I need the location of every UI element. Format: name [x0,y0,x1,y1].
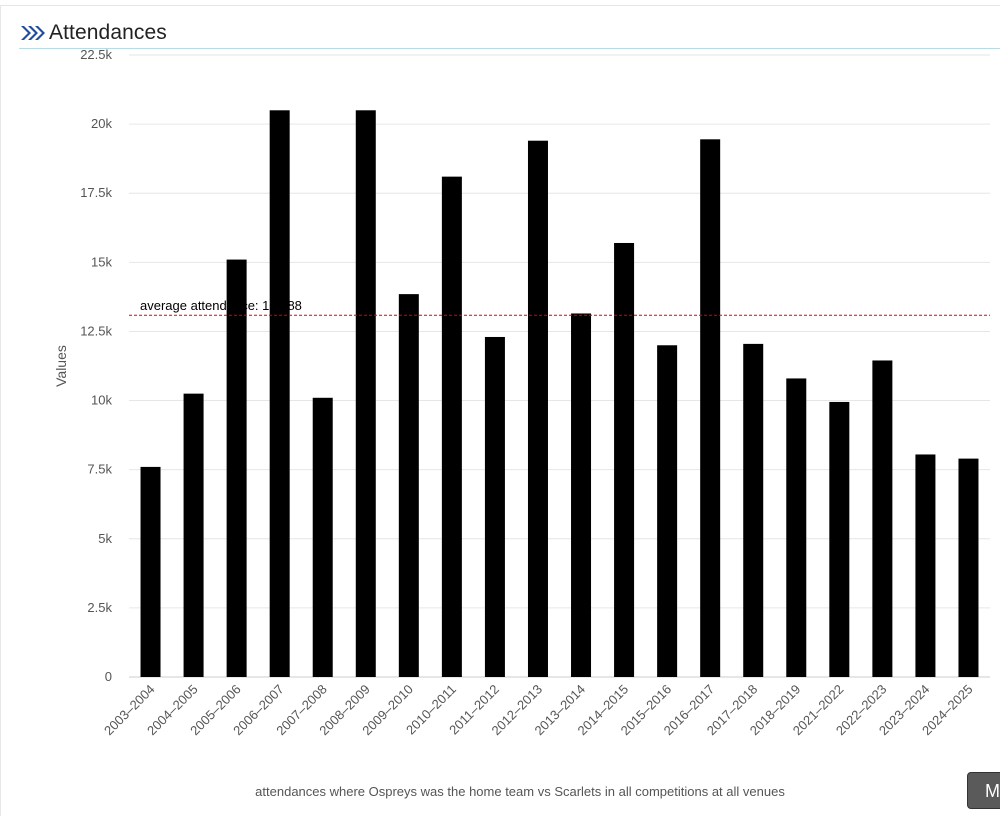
chart-caption: attendances where Ospreys was the home t… [255,784,785,799]
bar[interactable] [657,345,678,677]
bar[interactable] [226,259,247,677]
bar[interactable] [872,360,893,677]
chevrons-icon [21,26,45,40]
y-tick-label: 0 [105,669,112,684]
section-header: Attendances [19,18,1000,49]
bar[interactable] [398,294,419,677]
bar[interactable] [571,313,592,677]
bar[interactable] [829,401,850,677]
y-tick-label: 12.5k [80,323,112,338]
bar[interactable] [700,139,721,677]
bar[interactable] [312,397,333,677]
bar[interactable] [743,343,764,677]
bar[interactable] [614,242,635,677]
more-button[interactable]: M [967,772,1000,809]
x-axis-ticks: 2003–20042004–20052005–20062006–20072007… [101,682,976,739]
bar[interactable] [140,466,161,677]
bar[interactable] [355,110,376,678]
y-axis-ticks: 0 2.5k 5k 7.5k 10k 12.5k 15k 17.5k 20k 22.5k [80,47,112,684]
y-axis-label: Values [53,345,69,387]
bar[interactable] [958,458,979,677]
gridlines [129,54,990,678]
bar[interactable] [527,140,548,678]
page-title: Attendances [49,21,167,44]
bars [140,110,979,678]
y-tick-label: 2.5k [87,600,112,615]
bar[interactable] [484,336,505,677]
bar[interactable] [269,110,290,678]
y-tick-label: 15k [91,254,112,269]
y-tick-label: 17.5k [80,185,112,200]
bar[interactable] [786,378,807,677]
average-label: average attendance: 13,088 [140,298,302,313]
y-tick-label: 10k [91,393,112,408]
y-tick-label: 22.5k [80,47,112,62]
y-tick-label: 7.5k [87,462,112,477]
attendance-bar-chart: 0 2.5k 5k 7.5k 10k 12.5k 15k 17.5k 20k 22.5k 2003… [53,47,990,739]
y-tick-label: 20k [91,116,112,131]
y-tick-label: 5k [98,531,112,546]
bar[interactable] [183,393,204,677]
bar[interactable] [915,454,936,677]
bar[interactable] [441,176,462,677]
